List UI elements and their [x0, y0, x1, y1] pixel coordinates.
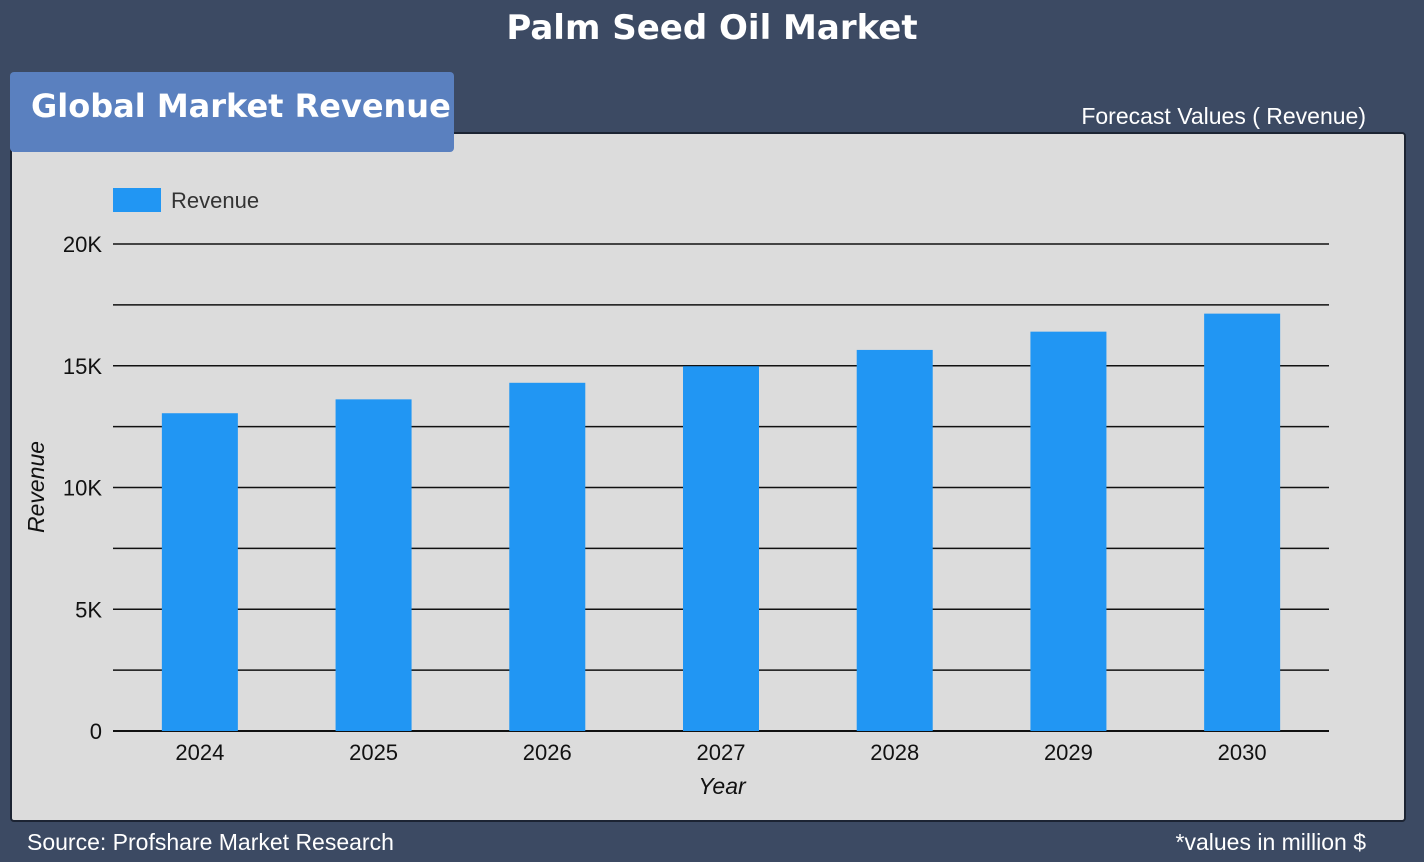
forecast-label: Forecast Values ( Revenue) [1081, 103, 1366, 129]
units-note: *values in million $ [1175, 829, 1366, 855]
legend-swatch-revenue [113, 188, 161, 212]
page-title: Palm Seed Oil Market [506, 8, 918, 48]
section-tab-label: Global Market Revenue [31, 87, 451, 125]
y-tick-label: 5K [75, 597, 102, 622]
y-tick-label: 0 [90, 719, 102, 744]
x-tick-label: 2027 [697, 740, 746, 765]
legend: Revenue [113, 188, 259, 213]
y-axis-title: Revenue [23, 441, 49, 533]
x-tick-label: 2030 [1218, 740, 1267, 765]
y-tick-label: 20K [63, 232, 102, 257]
bar-2025 [335, 399, 412, 731]
bar-2029 [1030, 331, 1107, 731]
bar-2024 [161, 413, 238, 731]
y-tick-label: 15K [63, 354, 102, 379]
bars [161, 313, 1281, 731]
x-tick-label: 2024 [175, 740, 224, 765]
x-tick-label: 2028 [870, 740, 919, 765]
x-tick-label: 2026 [523, 740, 572, 765]
source-label: Source: Profshare Market Research [27, 829, 394, 855]
x-tick-label: 2029 [1044, 740, 1093, 765]
x-tick-label: 2025 [349, 740, 398, 765]
bar-2026 [509, 382, 586, 731]
x-axis-ticks: 2024 2025 2026 2027 2028 2029 2030 [175, 740, 1266, 765]
section-tab: Global Market Revenue [10, 72, 454, 152]
bar-2030 [1204, 313, 1281, 731]
bar-2027 [683, 366, 759, 731]
legend-label-revenue: Revenue [171, 188, 259, 213]
x-axis-title: Year [698, 773, 747, 799]
y-tick-label: 10K [63, 476, 102, 501]
bar-2028 [856, 349, 933, 731]
y-axis-ticks: 0 5K 10K 15K 20K [63, 232, 102, 744]
